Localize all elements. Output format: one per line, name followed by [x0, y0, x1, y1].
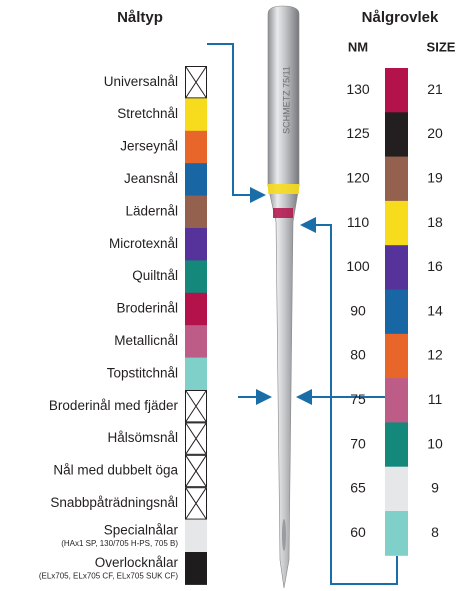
type-label: Lädernål [125, 203, 178, 218]
size-swatch [385, 245, 408, 290]
nm-value: 70 [350, 435, 366, 451]
type-label: Broderinål [116, 301, 178, 316]
size-swatch [385, 467, 408, 512]
size-header: SIZE [427, 39, 456, 54]
type-swatch [185, 98, 207, 131]
type-swatch [185, 358, 207, 391]
type-label: Microtexnål [109, 236, 178, 251]
type-label: Snabbpåträdningsnål [50, 495, 178, 510]
needle: SCHMETZ 75/11 [268, 6, 299, 588]
nm-value: 110 [347, 214, 370, 230]
size-value: 9 [431, 480, 439, 496]
nm-value: 130 [346, 81, 370, 97]
size-value: 19 [427, 169, 443, 185]
size-value: 14 [427, 302, 443, 318]
nm-value: 65 [350, 480, 366, 496]
type-label: Jeansnål [124, 171, 178, 186]
size-value: 12 [427, 347, 443, 363]
type-label: Jerseynål [120, 139, 178, 154]
size-value: 21 [427, 81, 443, 97]
nm-value: 75 [350, 391, 366, 407]
size-swatch [385, 290, 408, 335]
nm-value: 125 [346, 125, 370, 141]
type-label: Hålsömsnål [107, 430, 178, 445]
size-swatch [385, 201, 408, 246]
nm-value: 80 [350, 347, 366, 363]
type-sublabel: (HAx1 SP, 130/705 H-PS, 705 B) [61, 539, 178, 548]
size-value: 11 [428, 391, 443, 407]
nm-value: 120 [346, 169, 370, 185]
size-value: 8 [431, 524, 439, 540]
left-title: Nåltyp [117, 9, 163, 26]
infographic: SCHMETZ 75/11 Nåltyp Nålgrovlek NM SIZE … [0, 0, 461, 591]
type-label: Specialnålar [104, 522, 179, 537]
type-swatch [185, 228, 207, 261]
size-swatch [385, 112, 408, 157]
type-label: Nål med dubbelt öga [53, 463, 178, 478]
type-swatch [185, 260, 207, 293]
size-swatch [385, 334, 408, 379]
type-label: Universalnål [104, 74, 178, 89]
type-swatch [185, 131, 207, 164]
needle-label: SCHMETZ 75/11 [281, 66, 291, 134]
size-value: 16 [427, 258, 443, 274]
type-label: Quiltnål [132, 268, 178, 283]
type-swatch [185, 552, 207, 585]
size-value: 20 [427, 125, 443, 141]
right-title: Nålgrovlek [362, 9, 439, 26]
nm-value: 90 [350, 302, 366, 318]
type-swatch [185, 520, 207, 553]
type-swatch [185, 293, 207, 326]
type-sublabel: (ELx705, ELx705 CF, ELx705 SUK CF) [39, 571, 179, 580]
nm-value: 100 [346, 258, 370, 274]
type-label: Broderinål med fjäder [49, 398, 179, 413]
type-label: Metallicnål [114, 333, 178, 348]
type-label: Overlocknålar [95, 555, 179, 570]
size-swatch [385, 68, 408, 113]
size-value: 10 [427, 435, 443, 451]
nm-value: 60 [350, 524, 366, 540]
type-label: Topstitchnål [107, 365, 178, 380]
size-swatch [385, 378, 408, 423]
nm-header: NM [348, 39, 368, 54]
type-swatch [185, 163, 207, 196]
size-value: 18 [427, 214, 443, 230]
size-swatch [385, 157, 408, 202]
size-swatch [385, 422, 408, 467]
type-swatch [185, 325, 207, 358]
type-swatch [185, 196, 207, 229]
size-swatch [385, 511, 408, 556]
type-label: Stretchnål [117, 106, 178, 121]
